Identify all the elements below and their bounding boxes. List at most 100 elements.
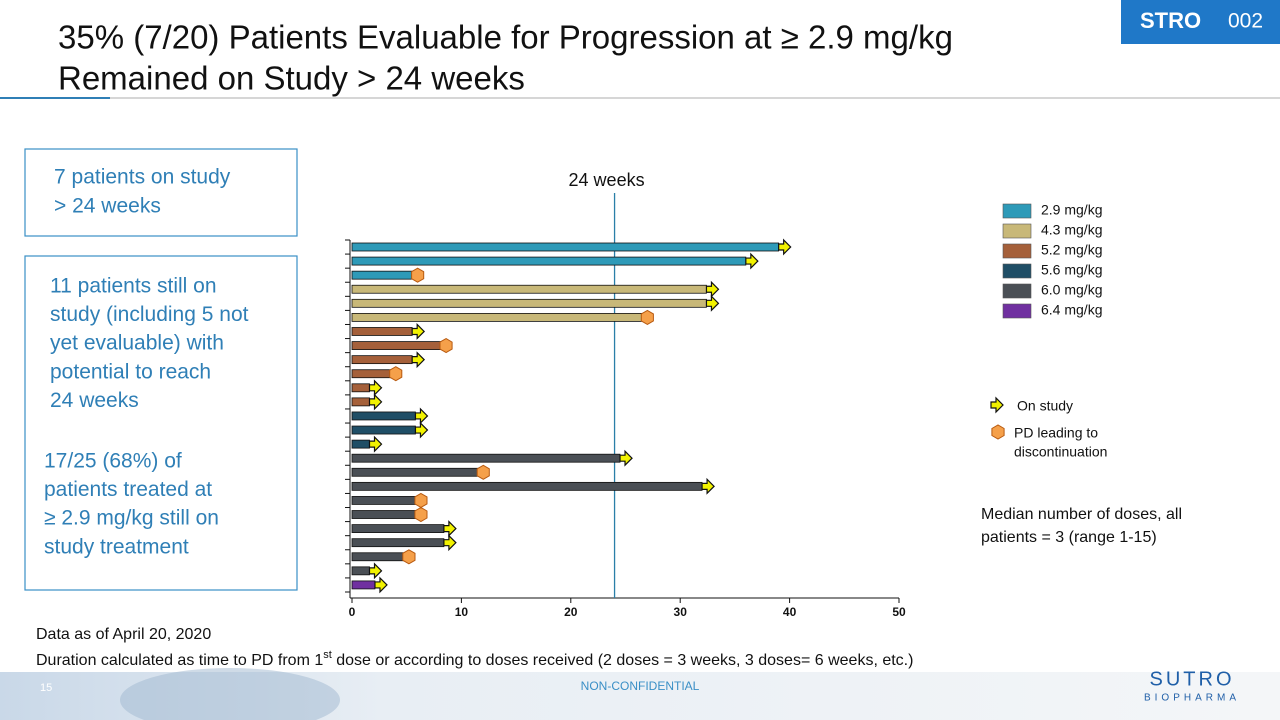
legend-swatch	[1002, 243, 1032, 259]
bar	[351, 369, 397, 379]
bar	[351, 397, 370, 407]
bar	[351, 242, 780, 252]
bar	[351, 298, 707, 308]
bar	[351, 270, 419, 280]
reference-label: 24 weeks	[569, 170, 645, 190]
bar	[351, 467, 484, 477]
legend-label: discontinuation	[1014, 444, 1107, 460]
callout-text: ≥ 2.9 mg/kg still on	[44, 507, 219, 530]
end-marker	[402, 549, 416, 565]
callout-text: 24 weeks	[50, 389, 139, 412]
legend-swatch	[1002, 223, 1032, 239]
legend-swatch	[1002, 203, 1032, 219]
bar	[351, 524, 445, 533]
bar	[351, 538, 445, 548]
bar	[351, 425, 416, 435]
legend-label: On study	[1017, 398, 1073, 414]
confidentiality: NON-CONFIDENTIAL	[581, 679, 700, 693]
bar	[351, 383, 370, 393]
end-marker	[619, 449, 633, 467]
title-line: 35% (7/20) Patients Evaluable for Progre…	[58, 19, 953, 56]
x-tick-label: 20	[564, 605, 578, 619]
end-marker	[443, 520, 457, 538]
bar	[351, 510, 422, 519]
legend-label: 2.9 mg/kg	[1041, 202, 1102, 218]
legend-label: 6.0 mg/kg	[1041, 282, 1102, 298]
bar	[351, 355, 413, 365]
end-marker	[368, 379, 383, 397]
footnote-part: Duration calculated as time to PD from 1	[36, 652, 323, 669]
legend-swatch	[1002, 303, 1032, 319]
footnote: Data as of April 20, 2020	[36, 626, 211, 643]
bar	[351, 411, 416, 421]
end-marker	[389, 366, 403, 382]
bar	[351, 580, 376, 590]
bar	[351, 453, 621, 463]
callout-text: study (including 5 not	[50, 303, 249, 326]
bar	[351, 327, 413, 336]
callout-box	[24, 255, 298, 591]
legend-swatch	[1002, 263, 1032, 279]
callout-text: potential to reach	[50, 360, 211, 383]
callout-box	[24, 148, 298, 237]
logo-name: SUTRO	[1150, 668, 1235, 690]
end-marker	[439, 338, 453, 354]
bar	[351, 566, 370, 576]
end-marker	[414, 421, 429, 439]
x-tick-label: 0	[349, 605, 356, 619]
bar	[351, 439, 370, 449]
end-marker	[411, 323, 426, 340]
end-marker	[443, 534, 457, 552]
logo-sub: BIOPHARMA	[1144, 693, 1240, 704]
bar	[351, 552, 410, 562]
x-tick-label: 30	[674, 605, 688, 619]
end-marker	[368, 435, 383, 453]
end-marker	[374, 576, 388, 594]
end-marker	[414, 506, 428, 523]
bar	[351, 496, 422, 505]
page-number: 15	[40, 682, 52, 694]
footer-image	[120, 668, 340, 720]
title-line: Remained on Study > 24 weeks	[58, 60, 525, 97]
end-marker	[414, 492, 428, 508]
end-marker	[701, 477, 715, 495]
callout-text: 17/25 (68%) of	[44, 450, 182, 473]
end-marker	[411, 267, 425, 283]
end-marker	[368, 393, 383, 411]
legend-label: 6.4 mg/kg	[1041, 302, 1102, 318]
badge	[1121, 0, 1280, 44]
end-marker	[368, 562, 383, 580]
bar	[351, 256, 747, 266]
end-marker	[476, 464, 490, 480]
end-marker	[778, 238, 792, 256]
legend-label: PD leading to	[1014, 425, 1098, 441]
x-tick-label: 40	[783, 605, 797, 619]
end-marker	[745, 252, 759, 270]
x-tick-label: 10	[455, 605, 469, 619]
end-marker	[705, 294, 720, 312]
end-marker	[411, 351, 426, 369]
end-marker	[705, 280, 720, 298]
end-marker	[640, 309, 654, 325]
badge-strong: STRO	[1140, 8, 1201, 33]
legend-marker	[990, 396, 1004, 414]
callout-text: yet evaluable) with	[50, 332, 224, 355]
legend-marker	[991, 424, 1005, 440]
footnote-part: dose or according to doses received (2 d…	[332, 652, 914, 669]
legend-label: 5.2 mg/kg	[1041, 242, 1102, 258]
bar	[351, 312, 648, 322]
legend-swatch	[1002, 283, 1032, 299]
bar	[351, 284, 707, 294]
callout-text: 7 patients on study	[54, 166, 231, 189]
legend-label: 5.6 mg/kg	[1041, 262, 1102, 278]
legend-label: 4.3 mg/kg	[1041, 222, 1102, 238]
callout-text: > 24 weeks	[54, 195, 161, 218]
x-tick-label: 50	[892, 605, 906, 619]
bar	[351, 481, 703, 491]
badge-light: 002	[1228, 10, 1263, 33]
annotation: patients = 3 (range 1-15)	[981, 529, 1157, 546]
footnote: Duration calculated as time to PD from 1…	[36, 649, 913, 669]
callout-text: study treatment	[44, 535, 189, 558]
callout-text: patients treated at	[44, 478, 212, 501]
